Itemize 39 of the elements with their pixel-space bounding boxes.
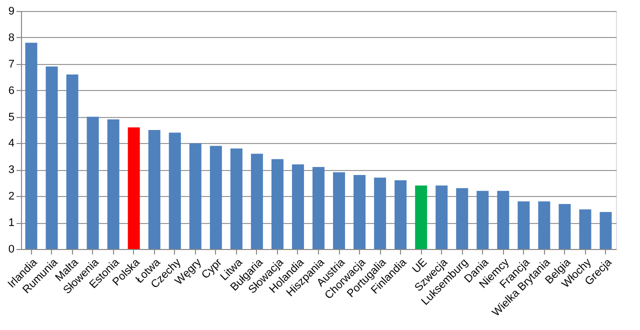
bar xyxy=(497,190,510,249)
bar xyxy=(558,204,571,249)
bar xyxy=(210,146,222,249)
bar xyxy=(312,167,324,249)
bar xyxy=(148,130,160,249)
bar xyxy=(436,186,448,249)
bar xyxy=(46,66,58,249)
bar xyxy=(230,148,242,249)
bar xyxy=(354,174,366,249)
bar xyxy=(128,127,140,249)
y-tick-label: 2 xyxy=(8,190,14,203)
bar xyxy=(456,188,468,249)
bar xyxy=(333,172,346,249)
y-tick-label: 1 xyxy=(8,217,14,230)
bar xyxy=(107,119,120,249)
bar xyxy=(271,159,284,249)
bar xyxy=(292,164,304,249)
y-tick-label: 5 xyxy=(8,111,14,124)
bar xyxy=(394,180,407,249)
bar xyxy=(86,116,99,249)
bar xyxy=(579,209,592,249)
bar xyxy=(476,190,489,249)
bar xyxy=(374,178,386,249)
bar xyxy=(538,201,550,249)
bar xyxy=(415,186,428,249)
bar xyxy=(250,154,263,249)
y-tick-label: 6 xyxy=(8,84,14,97)
bar xyxy=(600,212,612,249)
bar xyxy=(518,201,530,249)
bar xyxy=(168,132,181,249)
y-tick-label: 7 xyxy=(8,58,14,70)
y-tick-label: 9 xyxy=(8,6,14,18)
y-tick-label: 3 xyxy=(8,164,14,176)
bar xyxy=(25,42,38,249)
y-tick-label: 0 xyxy=(8,244,14,256)
bar xyxy=(189,143,202,249)
bar xyxy=(66,74,78,249)
y-tick-label: 4 xyxy=(8,138,14,150)
y-tick-label: 8 xyxy=(8,32,14,44)
